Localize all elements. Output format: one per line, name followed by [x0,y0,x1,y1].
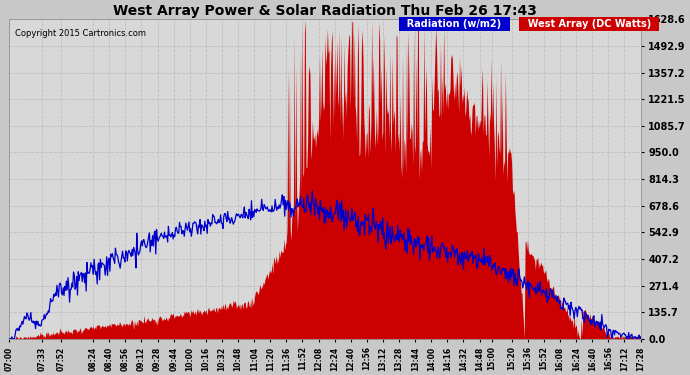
Text: Radiation (w/m2): Radiation (w/m2) [400,20,509,29]
Text: Copyright 2015 Cartronics.com: Copyright 2015 Cartronics.com [15,29,146,38]
Title: West Array Power & Solar Radiation Thu Feb 26 17:43: West Array Power & Solar Radiation Thu F… [112,4,537,18]
Text: West Array (DC Watts): West Array (DC Watts) [520,20,658,29]
